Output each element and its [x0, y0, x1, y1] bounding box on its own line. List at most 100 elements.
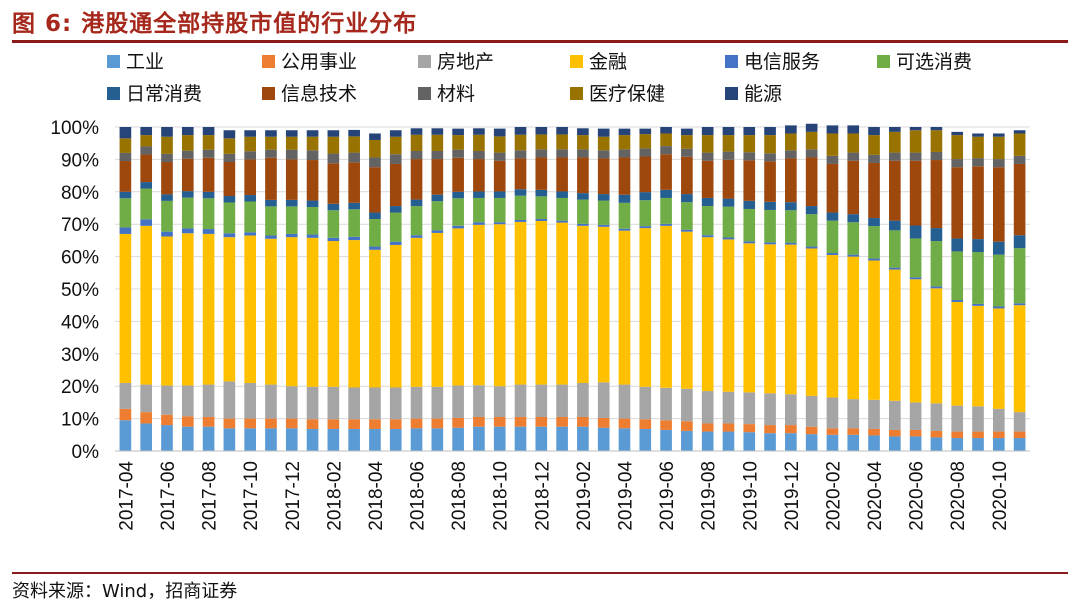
bar-segment-公用事业: [826, 428, 839, 435]
bar-stack-2020-11: [1013, 130, 1026, 451]
legend-swatch: [418, 87, 431, 100]
bar-segment-工业: [410, 428, 423, 451]
bar-segment-医疗保健: [265, 136, 277, 150]
bar-segment-信息技术: [577, 157, 589, 194]
bar-segment-能源: [847, 125, 860, 134]
y-tick-label: 30%: [61, 345, 99, 366]
bar-segment-医疗保健: [119, 138, 132, 153]
bar-segment-电信服务: [369, 246, 381, 250]
bar-segment-能源: [889, 127, 901, 132]
bar-stack-2018-12: [535, 127, 548, 451]
bar-segment-公用事业: [930, 430, 943, 438]
bar-segment-公用事业: [722, 423, 735, 432]
bar-segment-材料: [805, 149, 818, 158]
bar-segment-材料: [431, 150, 444, 160]
bar-segment-信息技术: [556, 157, 568, 192]
bar-stack-2020-02: [826, 125, 839, 451]
bar-segment-日常消费: [785, 202, 797, 211]
bar-segment-日常消费: [764, 201, 776, 210]
y-tick-label: 50%: [61, 280, 99, 301]
bar-segment-信息技术: [327, 163, 340, 204]
legend-label: 能源: [744, 83, 782, 105]
bar-segment-金融: [951, 301, 964, 406]
bar-segment-可选消费: [265, 206, 277, 236]
bar-segment-公用事业: [889, 429, 901, 437]
bar-segment-房地产: [327, 386, 340, 420]
bar-segment-金融: [722, 239, 735, 392]
bar-segment-公用事业: [577, 416, 589, 427]
bar-segment-公用事业: [681, 421, 693, 431]
bar-segment-金融: [577, 225, 589, 383]
bar-segment-电信服务: [805, 246, 818, 249]
bar-segment-医疗保健: [930, 130, 943, 152]
bar-segment-日常消费: [618, 194, 631, 203]
bar-segment-材料: [161, 153, 173, 162]
bar-stack-2017-11: [265, 130, 277, 451]
bar-segment-工业: [327, 428, 340, 451]
bar-segment-能源: [868, 127, 880, 136]
bar-segment-日常消费: [327, 203, 340, 211]
bar-segment-房地产: [161, 385, 173, 415]
bar-segment-医疗保健: [722, 135, 735, 152]
bar-segment-可选消费: [681, 202, 693, 230]
bar-segment-电信服务: [181, 228, 194, 234]
bar-segment-可选消费: [535, 196, 548, 220]
bar-segment-可选消费: [1013, 248, 1026, 304]
bar-segment-工业: [285, 428, 298, 451]
bar-segment-电信服务: [161, 231, 173, 237]
bar-segment-医疗保健: [306, 136, 319, 151]
bar-segment-可选消费: [348, 209, 360, 237]
bar-segment-材料: [348, 152, 360, 163]
bar-segment-工业: [493, 426, 506, 451]
bar-segment-日常消费: [1013, 235, 1026, 249]
bar-segment-医疗保健: [618, 135, 631, 150]
bar-segment-能源: [764, 127, 776, 136]
bar-segment-信息技术: [265, 157, 277, 200]
bar-segment-医疗保健: [992, 136, 1005, 160]
legend-item-金融: 金融: [570, 51, 627, 73]
bar-segment-电信服务: [909, 277, 922, 280]
bar-segment-电信服务: [493, 222, 506, 225]
bar-stack-2020-07: [930, 127, 943, 451]
bar-segment-工业: [577, 426, 589, 451]
bar-segment-金融: [181, 233, 194, 386]
y-tick-label: 90%: [61, 150, 99, 171]
x-tick-label: 2020-02: [823, 461, 844, 531]
title-divider: [12, 40, 1068, 43]
figure-title: 图 6: 港股通全部持股市值的行业分布: [12, 11, 418, 37]
bar-segment-能源: [1013, 130, 1026, 134]
bar-segment-工业: [535, 426, 548, 451]
bar-segment-医疗保健: [805, 131, 818, 150]
bar-segment-房地产: [972, 406, 984, 432]
bar-segment-日常消费: [992, 241, 1005, 255]
legend-swatch: [570, 87, 583, 100]
bar-segment-房地产: [847, 399, 860, 429]
bar-segment-医疗保健: [597, 136, 610, 151]
bar-segment-金融: [431, 232, 444, 387]
source-note: 资料来源：Wind，招商证券: [12, 581, 238, 602]
bar-segment-房地产: [1013, 412, 1026, 432]
bar-segment-日常消费: [493, 191, 506, 198]
bar-segment-日常消费: [369, 212, 381, 220]
bar-segment-工业: [826, 434, 839, 451]
bar-stack-2018-09: [473, 128, 485, 451]
legend-swatch: [877, 55, 890, 68]
bar-segment-公用事业: [389, 419, 402, 429]
bar-segment-金融: [514, 221, 527, 385]
bar-segment-可选消费: [639, 200, 652, 227]
x-tick-label: 2018-10: [491, 461, 512, 531]
bar-segment-可选消费: [244, 201, 256, 233]
bar-segment-材料: [660, 146, 672, 155]
bar-segment-电信服务: [1013, 303, 1026, 306]
legend-label: 信息技术: [281, 83, 357, 105]
legend-label: 可选消费: [896, 51, 972, 73]
bar-segment-金融: [265, 238, 277, 385]
bar-segment-日常消费: [826, 212, 839, 221]
bar-segment-金融: [992, 308, 1005, 409]
bar-segment-金融: [972, 305, 984, 407]
bar-segment-公用事业: [535, 416, 548, 427]
bar-segment-日常消费: [577, 193, 589, 200]
bar-stack-2018-10: [493, 128, 506, 451]
bar-stack-2019-08: [701, 127, 714, 451]
bar-segment-电信服务: [348, 236, 360, 241]
